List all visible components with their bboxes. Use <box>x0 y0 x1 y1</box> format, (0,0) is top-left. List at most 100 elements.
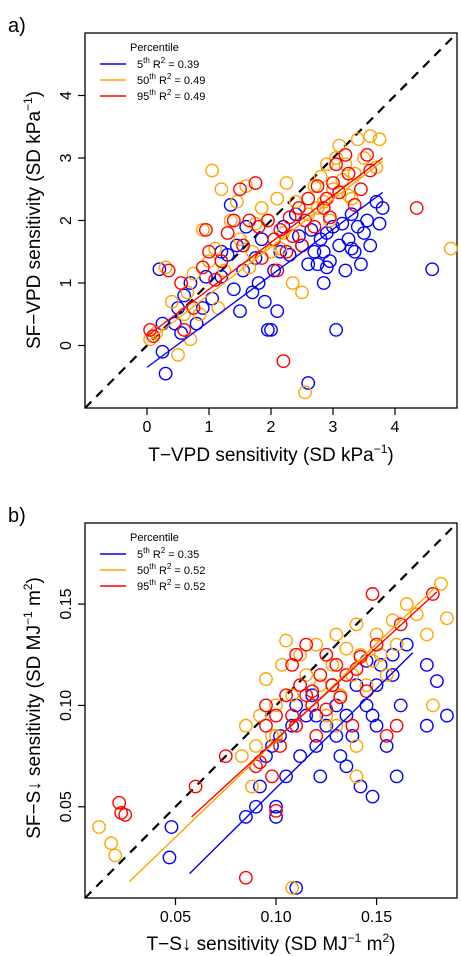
fit-line <box>146 160 384 343</box>
y-tick-label: 0.15 <box>58 588 75 619</box>
data-point <box>305 698 320 713</box>
data-point <box>332 185 347 200</box>
data-point <box>344 241 359 256</box>
data-point <box>238 810 253 824</box>
data-point <box>259 698 273 713</box>
legend-title: Percentile <box>130 42 179 54</box>
data-point <box>419 657 434 672</box>
y-tick-label: 2 <box>58 216 75 225</box>
data-point <box>273 241 288 256</box>
data-point <box>265 728 279 743</box>
data-point <box>260 322 275 337</box>
data-point <box>226 282 241 297</box>
y-tick-label: 0 <box>58 341 75 350</box>
data-point <box>257 294 272 309</box>
data-point <box>349 617 364 632</box>
data-point <box>269 803 283 818</box>
data-point <box>305 688 320 703</box>
data-point <box>273 244 288 259</box>
panel-a: a) 0 1 2 3 4 0 1 2 3 4 Percentile 5th R2 = 0.395… <box>8 15 458 466</box>
data-point <box>304 222 319 237</box>
data-point <box>309 739 324 753</box>
data-point <box>174 326 189 340</box>
data-point <box>313 668 328 682</box>
data-point <box>158 366 173 381</box>
data-point <box>425 262 440 277</box>
legend-entry: 50th R2 = 0.49 <box>137 72 205 87</box>
data-point <box>293 749 308 764</box>
data-point <box>92 820 106 834</box>
data-point <box>341 188 356 203</box>
data-point <box>244 779 259 794</box>
data-point <box>332 138 347 153</box>
data-point <box>265 769 279 784</box>
data-point <box>319 157 334 172</box>
data-point <box>291 201 306 215</box>
data-point <box>360 213 374 228</box>
data-point <box>264 322 278 337</box>
data-point <box>344 207 359 222</box>
data-point <box>269 698 283 713</box>
data-point <box>245 285 260 300</box>
data-point <box>349 739 364 753</box>
x-tick-label: 4 <box>391 419 400 436</box>
data-point <box>282 210 297 225</box>
data-point <box>341 232 356 247</box>
y-tick-label: 0.05 <box>58 791 75 822</box>
legend-entry: 95th R2 = 0.49 <box>137 88 205 103</box>
y-axis-label: SF−VPD sensitivity (SD kPa−1) <box>21 91 45 349</box>
data-point <box>253 779 267 794</box>
data-point <box>373 657 388 672</box>
data-point <box>259 672 273 686</box>
data-point <box>409 201 424 215</box>
data-point <box>409 607 424 622</box>
fit-line <box>191 591 438 818</box>
data-point <box>205 163 220 178</box>
y-tick-label: 0.10 <box>58 690 75 721</box>
data-point <box>440 611 454 626</box>
data-point <box>299 688 314 703</box>
x-tick-label: 1 <box>205 419 214 436</box>
data-point <box>329 728 344 743</box>
data-point <box>279 769 293 784</box>
data-point <box>299 708 314 723</box>
x-tick-label: 0.10 <box>260 909 291 926</box>
data-point <box>325 678 340 693</box>
data-point <box>329 718 344 733</box>
data-point <box>214 254 229 269</box>
data-point <box>167 316 182 331</box>
data-point <box>259 718 273 733</box>
plot-frame <box>84 522 458 899</box>
data-point <box>301 376 316 390</box>
legend-title: Percentile <box>130 532 179 544</box>
data-point <box>307 244 322 259</box>
data-point <box>379 728 394 743</box>
data-point <box>223 197 238 212</box>
data-point <box>372 132 387 147</box>
data-point <box>357 226 371 240</box>
data-point <box>198 269 213 284</box>
data-point <box>164 294 179 309</box>
data-point <box>349 769 364 784</box>
data-point <box>161 263 176 278</box>
data-point <box>322 254 337 269</box>
data-point <box>238 870 253 885</box>
data-point <box>214 269 229 284</box>
data-point <box>375 201 390 215</box>
data-point <box>267 263 281 278</box>
data-point <box>338 157 353 172</box>
data-point <box>385 613 400 628</box>
data-point <box>214 182 229 197</box>
data-point <box>329 627 344 642</box>
data-point <box>363 238 378 253</box>
data-point <box>285 276 300 290</box>
data-point <box>239 179 254 194</box>
data-point <box>295 285 309 300</box>
data-point <box>233 304 247 319</box>
x-axis-label: T−S↓ sensitivity (SD MJ−1 m2) <box>147 931 396 955</box>
data-point <box>211 301 226 315</box>
data-point <box>425 698 440 713</box>
data-point <box>270 304 285 319</box>
data-point <box>104 836 119 851</box>
